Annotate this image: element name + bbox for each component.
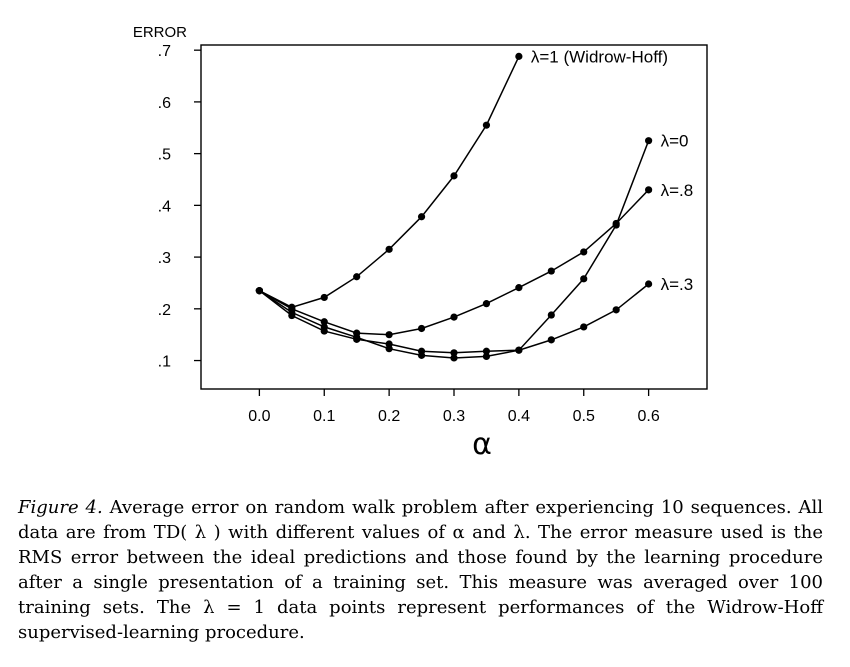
series-label: λ=1 (Widrow-Hoff) [531,47,668,66]
x-tick-label: 0.5 [573,408,595,425]
data-point [385,340,393,348]
series-label: λ=.8 [661,181,694,200]
data-point [580,248,588,256]
data-point [547,336,555,344]
x-tick-label: 0.1 [313,408,335,425]
data-point [612,219,620,228]
y-tick-label: .4 [158,198,171,215]
data-point [547,267,555,275]
data-point [450,313,458,321]
data-point [450,349,458,357]
data-point [288,305,296,313]
y-tick-label: .6 [158,95,171,112]
caption-label: Figure 4. [18,497,103,518]
data-point [580,323,588,331]
data-point [450,354,458,362]
y-tick-label: .3 [158,250,171,267]
series-3 [255,280,653,357]
data-point [320,318,328,326]
data-point [417,324,426,333]
y-axis-label: ERROR [133,24,187,41]
data-point [515,52,523,60]
data-point [547,311,555,319]
plot-frame [200,44,708,390]
data-point [580,275,588,283]
series-2 [255,186,653,339]
data-point [417,347,426,355]
data-point [255,287,263,295]
x-axis-ticks: 0.0 0.1 0.2 0.3 0.4 0.5 0.6 [248,389,660,425]
x-tick-label: 0.6 [637,408,659,425]
x-tick-label: 0.4 [508,408,530,425]
data-point [320,293,328,302]
y-tick-label: .1 [158,354,171,371]
chart: ERROR .1.2.3.4.5.6.7 0.0 0.1 0.2 0.3 0.4 0.5 0… [133,24,708,462]
data-point [385,245,393,253]
data-point [288,311,296,320]
series-line [259,189,650,336]
data-point [320,327,328,335]
data-point [515,284,523,292]
data-point [515,346,523,354]
x-tick-label: 0.2 [378,408,400,425]
data-point [482,300,491,308]
y-tick-label: .2 [158,302,171,319]
data-point [353,329,361,337]
data-point [353,273,361,281]
y-axis-ticks: .1 .2 .3 .4 .5 .6 .7 [158,43,201,371]
data-point [645,186,653,194]
series-label: λ=0 [661,132,689,151]
y-tick-label: .5 [158,147,171,164]
data-point [482,347,491,355]
series-1 [255,137,653,362]
y-tick-label: .7 [158,43,171,60]
x-tick-label: 0.0 [248,408,270,425]
data-point [417,213,426,221]
data-point [385,331,393,339]
series-0 [255,52,523,311]
x-axis-label: α [472,427,492,462]
data-point [645,280,653,288]
x-tick-label: 0.3 [443,408,465,425]
series-line [259,56,520,309]
series-layer [255,52,653,362]
series-labels: λ=1 (Widrow-Hoff) λ=0 λ=.8 λ=.3 [531,47,693,294]
figure-caption: Figure 4. Average error on random walk p… [18,495,823,645]
caption-text: Average error on random walk problem aft… [18,497,823,643]
data-point [450,172,458,180]
series-label: λ=.3 [661,275,694,294]
data-point [482,121,491,129]
data-point [353,335,361,343]
data-point [645,137,653,145]
data-point [612,306,620,314]
data-point [482,352,491,361]
